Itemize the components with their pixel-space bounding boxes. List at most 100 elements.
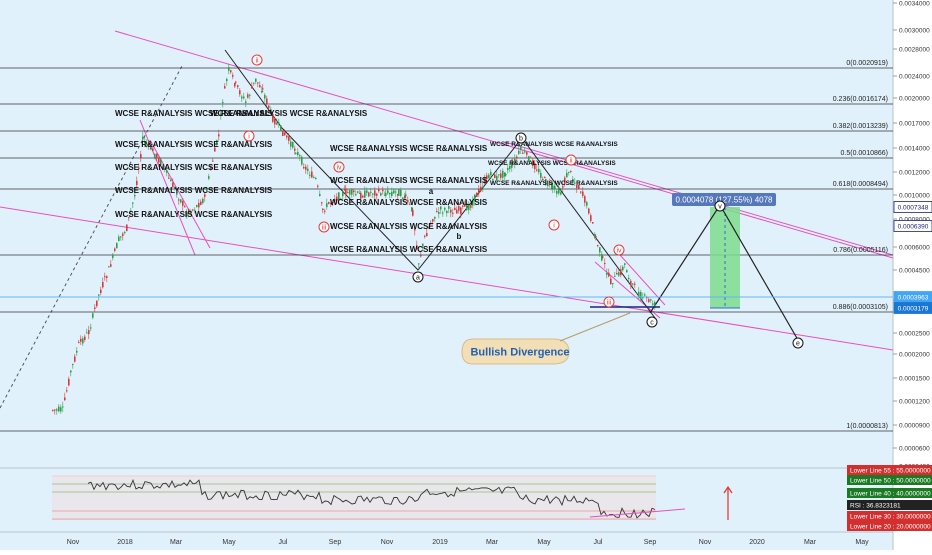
price-tag-label: 0.0007348	[898, 205, 929, 212]
candle-body	[92, 313, 94, 318]
wave-label: iv	[336, 165, 342, 172]
candle-body	[204, 194, 206, 197]
candle-body	[188, 209, 190, 212]
candle-body	[606, 272, 608, 275]
candle-body	[220, 113, 222, 115]
candle-body	[170, 179, 172, 182]
y-tick-label: 0.0024000	[899, 74, 930, 81]
candle-body	[470, 205, 472, 208]
candle-body	[566, 172, 568, 178]
candle-body	[562, 186, 564, 188]
candle-body	[646, 297, 648, 299]
x-tick-label: 2018	[117, 539, 133, 546]
candle-body	[241, 96, 243, 99]
candle-body	[468, 204, 470, 210]
candle-body	[452, 212, 454, 214]
candle-body	[142, 136, 144, 140]
fib-label: 0.5(0.0010866)	[841, 150, 888, 157]
y-tick-label: 0.0002000	[899, 352, 930, 359]
candle-body	[98, 294, 100, 296]
candle-body	[282, 130, 284, 136]
candle-body	[206, 189, 208, 192]
candle-body	[154, 153, 156, 158]
watermark-text: WCSE R&ANALYSIS WCSE R&ANALYSIS	[330, 222, 488, 231]
rsi-tag	[847, 488, 932, 498]
y-tick-label: 0.0001500	[899, 376, 930, 383]
candle-body	[94, 307, 96, 309]
candle-body	[524, 151, 526, 153]
candle-body	[368, 192, 370, 197]
x-tick-label: Mar	[804, 539, 817, 546]
wave-path	[224, 49, 656, 319]
watermark-text: WCSE R&ANALYSIS WCSE R&ANALYSIS	[330, 176, 488, 185]
candle-body	[303, 167, 305, 169]
candle-body	[235, 81, 237, 83]
candle-body	[321, 202, 323, 204]
candle-body	[522, 152, 524, 154]
candle-body	[52, 409, 54, 411]
candle-body	[110, 264, 112, 267]
candle-body	[610, 278, 612, 285]
candle-body	[654, 302, 656, 308]
candle-body	[317, 185, 319, 187]
wave-marker	[243, 130, 255, 142]
candle-body	[578, 184, 580, 189]
candle-body	[464, 204, 466, 207]
rsi-tag-label: Lower Line 40 : 40.0000000	[850, 491, 931, 498]
candle-body	[484, 178, 486, 184]
candle-body	[636, 292, 638, 294]
candle-body	[530, 157, 532, 159]
candle-body	[210, 167, 212, 170]
candle-body	[376, 193, 378, 196]
price-tag-label: 0.0003179	[898, 306, 929, 313]
candle-body	[604, 263, 606, 265]
candle-body	[114, 248, 116, 251]
x-tick-label: Sep	[644, 539, 657, 546]
y-tick-label: 0.0014000	[899, 146, 930, 153]
candle-body	[108, 266, 110, 268]
candle-body	[313, 177, 315, 179]
candle-body	[66, 390, 68, 392]
candle-body	[466, 203, 468, 211]
candle-body	[568, 171, 570, 173]
y-tick-label: 0.0017000	[899, 121, 930, 128]
candle-body	[407, 199, 409, 203]
candle-body	[570, 170, 572, 172]
candle-body	[251, 85, 253, 89]
candle-body	[412, 210, 414, 216]
candle-body	[184, 206, 186, 208]
wave-label: a	[416, 275, 420, 282]
rsi-arrow-head	[723, 485, 733, 494]
wave-marker	[714, 200, 726, 212]
price-tag	[893, 220, 932, 232]
candle-body	[200, 201, 202, 205]
wave-label: a	[429, 187, 434, 196]
rsi-tag	[847, 521, 932, 531]
candle-body	[474, 194, 476, 201]
x-tick-label: 2019	[432, 539, 448, 546]
candle-body	[319, 193, 321, 196]
candle-body	[599, 247, 601, 253]
y-tick-label: 0.0020000	[899, 96, 930, 103]
candle-body	[100, 289, 102, 293]
x-tick-label: May	[222, 539, 236, 546]
candle-body	[632, 283, 634, 285]
candle-body	[652, 303, 654, 305]
candle-body	[592, 222, 594, 224]
candle-body	[122, 233, 124, 236]
candle-body	[186, 212, 188, 216]
candle-body	[648, 299, 650, 302]
candle-body	[409, 203, 411, 205]
price-tag-label: 0.0003963	[898, 295, 929, 302]
y-tick-label: 0.0034000	[899, 1, 930, 8]
candle-body	[326, 203, 328, 208]
candle-body	[112, 254, 114, 258]
candle-body	[372, 193, 374, 195]
candle-body	[355, 194, 357, 196]
candle-body	[458, 206, 460, 211]
candle-body	[226, 78, 228, 82]
candle-body	[628, 277, 630, 280]
candle-body	[448, 206, 450, 209]
candle-body	[398, 189, 400, 196]
candle-body	[480, 186, 482, 192]
